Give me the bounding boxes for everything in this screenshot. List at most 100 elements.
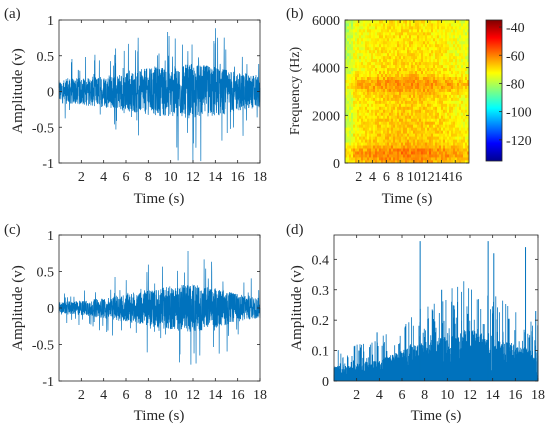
heatmap-cell: [367, 88, 370, 92]
heatmap-cell: [465, 22, 468, 27]
heatmap-cell: [429, 118, 432, 122]
heatmap-cell: [353, 28, 356, 33]
heatmap-cell: [453, 37, 456, 42]
heatmap-cell: [425, 103, 428, 107]
heatmap-cell: [463, 40, 466, 45]
heatmap-cell: [435, 20, 438, 24]
x-tick-label: 10: [440, 388, 454, 403]
heatmap-cell: [395, 142, 398, 146]
heatmap-cell: [369, 148, 372, 152]
heatmap-cell: [457, 109, 460, 113]
heatmap-cell: [363, 112, 366, 116]
heatmap-cell: [357, 154, 360, 158]
heatmap-cell: [461, 91, 464, 95]
heatmap-cell: [399, 103, 402, 107]
heatmap-cell: [443, 49, 446, 54]
heatmap-cell: [461, 118, 464, 122]
heatmap-cell: [347, 43, 350, 48]
heatmap-cell: [467, 151, 469, 155]
heatmap-cell: [381, 37, 384, 42]
heatmap-cell: [433, 142, 436, 146]
heatmap-cell: [397, 100, 400, 104]
heatmap-cell: [403, 115, 406, 119]
heatmap-cell: [447, 61, 450, 66]
heatmap-cell: [399, 22, 402, 27]
heatmap-cell: [421, 100, 424, 104]
heatmap-cell: [361, 151, 364, 155]
heatmap-cell: [347, 136, 350, 140]
heatmap-cell: [365, 139, 368, 143]
heatmap-cell: [355, 61, 358, 66]
heatmap-cell: [451, 34, 454, 39]
heatmap-cell: [397, 142, 400, 146]
heatmap-cell: [415, 109, 418, 113]
heatmap-cell: [391, 64, 394, 69]
y-tick-label: -0.5: [32, 121, 54, 136]
heatmap-cell: [355, 76, 358, 80]
heatmap-cell: [355, 145, 358, 149]
heatmap-cell: [431, 85, 434, 89]
heatmap-cell: [467, 61, 469, 66]
heatmap-cell: [409, 25, 412, 30]
heatmap-cell: [387, 58, 390, 63]
heatmap-cell: [467, 103, 469, 107]
heatmap-cell: [355, 115, 358, 119]
heatmap-cell: [427, 160, 430, 163]
heatmap-cell: [435, 91, 438, 95]
heatmap-cell: [457, 88, 460, 92]
heatmap-cell: [383, 88, 386, 92]
heatmap-cell: [449, 31, 452, 36]
heatmap-cell: [445, 148, 448, 152]
heatmap-cell: [427, 85, 430, 89]
heatmap-cell: [421, 121, 424, 125]
heatmap-cell: [375, 127, 378, 131]
heatmap-cell: [465, 151, 468, 155]
heatmap-cell: [407, 142, 410, 146]
heatmap-cell: [413, 127, 416, 131]
heatmap-cell: [385, 46, 388, 51]
heatmap-cell: [445, 94, 448, 98]
heatmap-cell: [385, 40, 388, 45]
heatmap-cell: [409, 85, 412, 89]
heatmap-cell: [405, 157, 408, 161]
heatmap-cell: [417, 22, 420, 27]
heatmap-cell: [467, 70, 469, 75]
heatmap-cell: [449, 76, 452, 80]
heatmap-cell: [385, 127, 388, 131]
heatmap-cell: [359, 52, 362, 57]
heatmap-cell: [431, 88, 434, 92]
heatmap-cell: [403, 22, 406, 27]
heatmap-cell: [417, 67, 420, 72]
heatmap-cell: [355, 31, 358, 36]
heatmap-cell: [345, 91, 348, 95]
heatmap-cell: [349, 25, 352, 30]
heatmap-cell: [419, 94, 422, 98]
heatmap-cell: [415, 94, 418, 98]
heatmap-cell: [441, 20, 444, 24]
heatmap-cell: [361, 139, 364, 143]
heatmap-cell: [451, 133, 454, 137]
heatmap-cell: [419, 73, 422, 78]
heatmap-cell: [347, 73, 350, 78]
heatmap-cell: [365, 46, 368, 51]
heatmap-cell: [433, 133, 436, 137]
heatmap-cell: [397, 148, 400, 152]
heatmap-cell: [361, 124, 364, 128]
heatmap-cell: [351, 73, 354, 78]
heatmap-cell: [427, 88, 430, 92]
heatmap-cell: [351, 106, 354, 110]
heatmap-cell: [389, 154, 392, 158]
heatmap-cell: [379, 49, 382, 54]
heatmap-cell: [453, 34, 456, 39]
heatmap-cell: [445, 37, 448, 42]
heatmap-cell: [373, 148, 376, 152]
heatmap-cell: [409, 115, 412, 119]
heatmap-cell: [437, 46, 440, 51]
heatmap-cell: [445, 136, 448, 140]
heatmap-cell: [417, 97, 420, 101]
x-tick-label: 10: [164, 170, 178, 185]
heatmap-cell: [433, 58, 436, 63]
x-tick-label: 12: [463, 388, 477, 403]
heatmap-cell: [395, 151, 398, 155]
heatmap-cell: [401, 82, 404, 86]
